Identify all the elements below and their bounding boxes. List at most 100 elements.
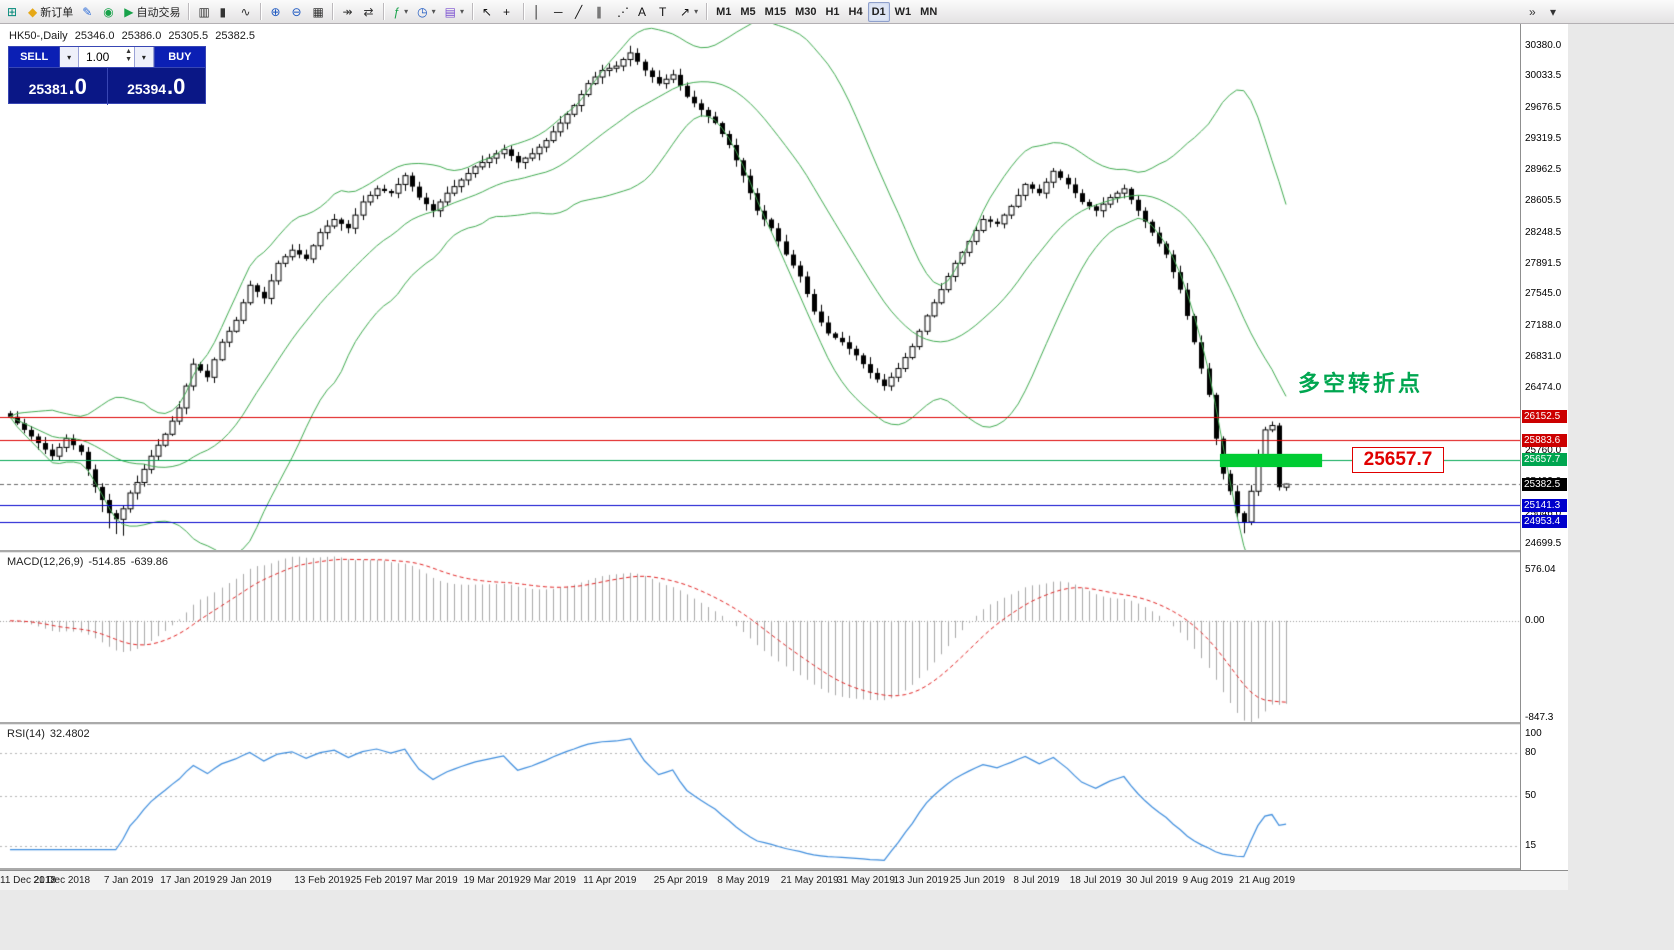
arrows-button[interactable]: ↗ ▾ [676,2,702,22]
autotrading-button-label: 自动交易 [136,6,181,19]
cursor-button[interactable]: ↖ [478,2,498,22]
new-order-button-label: 新订单 [40,6,74,19]
date-label: 13 Jun 2019 [893,875,949,886]
timeframe-d1-button[interactable]: D1 [867,1,890,22]
new-order-button[interactable]: ◆ 新订单 [24,2,77,22]
rsi-panel-chart[interactable] [0,724,1520,868]
templates-button-caret[interactable]: ▾ [460,7,465,16]
indicators-button[interactable]: ƒ ▾ [389,2,412,22]
new-chart-button[interactable]: ⊞ [3,2,23,22]
auto-scroll-button[interactable]: ↠ [338,2,358,22]
line-chart-button[interactable]: ∿ [236,2,256,22]
toolbar: ⊞ ◆ 新订单 ✎ ◉ ▶ 自动交易 ▥ ▮ ∿ ⊕ ⊖ ▦ ↠ ⇄ ƒ ▾ ◷ ▾ ▤ ▾ ↖ + │ ─ ╱ ∥ ⋰ A T ↗ ▾ M1 M… [0,0,1674,24]
workspace-background-bottom [0,890,1568,950]
date-label: 25 Apr 2019 [653,875,708,886]
symbol-timeframe-label: HK50-,Daily [9,30,68,42]
ohlc-open: 25346.0 [74,30,115,42]
price-tick: 30380.0 [1525,39,1562,51]
bar-chart-button[interactable]: ▥ [194,2,214,22]
timeframe-w1-button-label: W1 [894,5,912,18]
horizontal-line-button[interactable]: ─ [550,2,570,22]
buy-dropdown-button[interactable]: ▾ [135,47,154,67]
time-axis[interactable]: 11 Dec 2018 21 Dec 2018 7 Jan 2019 17 Jan 2… [0,870,1568,890]
vertical-line-button[interactable]: │ [529,2,549,22]
timeframe-m15-button-label: M15 [764,5,787,18]
toolbar-more-button[interactable]: ▾ [1546,2,1566,22]
date-label: 21 Aug 2019 [1238,875,1296,886]
periods-icon: ◷ [417,4,428,19]
text-button[interactable]: A [634,2,654,22]
arrows-button-caret[interactable]: ▾ [694,7,699,16]
timeframe-m15-button[interactable]: M15 [761,2,790,22]
panel-splitter[interactable] [0,722,1568,725]
trendline-button[interactable]: ╱ [571,2,591,22]
candlestick-chart-button[interactable]: ▮ [215,2,235,22]
date-label: 11 Dec 2018 [0,875,56,886]
price-tick: 27891.5 [1525,258,1562,270]
timeframe-m30-button-label: M30 [795,5,817,18]
timeframe-h1-button[interactable]: H1 [821,2,843,22]
text-label-button[interactable]: T [655,2,675,22]
candlestick-chart[interactable] [0,24,1520,550]
timeframe-h4-button[interactable]: H4 [845,2,867,22]
indicators-icon: ƒ [393,4,401,19]
timeframe-d1-button-label: D1 [871,5,886,18]
one-click-trading-panel: SELL ▾ 1.00 ▲ ▼ ▾ BUY 25381.0 25394.0 [8,46,206,105]
timeframe-m30-button[interactable]: M30 [791,2,820,22]
price-tick: 30033.5 [1525,70,1562,82]
macd-axis-label: 576.04 [1525,564,1556,575]
date-label: 19 Mar 2019 [463,875,520,886]
trendline-icon: ╱ [575,4,583,19]
fibonacci-button[interactable]: ⋰ [613,2,633,22]
templates-button[interactable]: ▤ ▾ [441,2,468,22]
alerts-button[interactable]: ◉ [99,2,119,22]
date-label: 25 Feb 2019 [350,875,407,886]
panel-splitter[interactable] [0,550,1568,553]
price-tick: 28605.5 [1525,195,1562,207]
timeframe-m1-button[interactable]: M1 [712,2,735,22]
price-axis[interactable]: 30380.0 30033.5 29676.5 29319.5 28962.5 28605… [1520,24,1568,870]
cursor-icon: ↖ [482,4,493,19]
autotrading-icon: ▶ [124,4,134,19]
ohlc-close: 25382.5 [215,30,255,42]
periods-button[interactable]: ◷ ▾ [413,2,440,22]
sell-button[interactable]: SELL [9,47,61,67]
date-label: 30 Jul 2019 [1126,875,1178,886]
ohlc-low: 25305.5 [168,30,209,42]
date-label: 29 Jan 2019 [216,875,272,886]
volume-spinner[interactable]: ▲ ▼ [125,48,133,63]
chart-shift-button[interactable]: ⇄ [359,2,379,22]
crosshair-button[interactable]: + [499,2,519,22]
toolbar-separator [260,3,263,20]
date-label: 11 Apr 2019 [583,875,637,886]
timeframe-w1-button[interactable]: W1 [891,2,916,22]
arrows-icon: ↗ [680,4,691,19]
macd-panel-chart[interactable] [0,552,1520,722]
turning-point-annotation[interactable]: 多空转折点 [1298,371,1424,396]
volume-input[interactable]: 1.00 ▲ ▼ [78,47,136,67]
zoom-in-icon: ⊕ [270,4,281,19]
price-highlight-bar[interactable] [1220,453,1322,467]
buy-price[interactable]: 25394.0 [127,74,186,99]
price-tag-label[interactable]: 25657.7 [1352,446,1444,473]
date-label: 25 Jun 2019 [949,875,1005,886]
buy-button[interactable]: BUY [153,47,205,67]
timeframe-mn-button[interactable]: MN [916,2,941,22]
toolbar-separator [188,3,191,20]
equidistant-channel-button[interactable]: ∥ [592,2,612,22]
zoom-in-button[interactable]: ⊕ [266,2,286,22]
zoom-out-button[interactable]: ⊖ [287,2,307,22]
autotrading-button[interactable]: ▶ 自动交易 [120,2,184,22]
tile-windows-button[interactable]: ▦ [308,2,328,22]
price-tick: 25046.0 [1525,507,1562,519]
toolbar-overflow-button[interactable]: » [1525,2,1545,22]
date-label: 29 Mar 2019 [519,875,576,886]
indicators-button-caret[interactable]: ▾ [404,7,409,16]
workspace-background-right [1569,24,1674,950]
date-label: 7 Mar 2019 [407,875,458,886]
periods-button-caret[interactable]: ▾ [431,7,436,16]
metaeditor-button[interactable]: ✎ [78,2,98,22]
volume-dropdown-button[interactable]: ▾ [60,47,79,67]
timeframe-m5-button[interactable]: M5 [736,2,759,22]
sell-price[interactable]: 25381.0 [9,68,108,105]
